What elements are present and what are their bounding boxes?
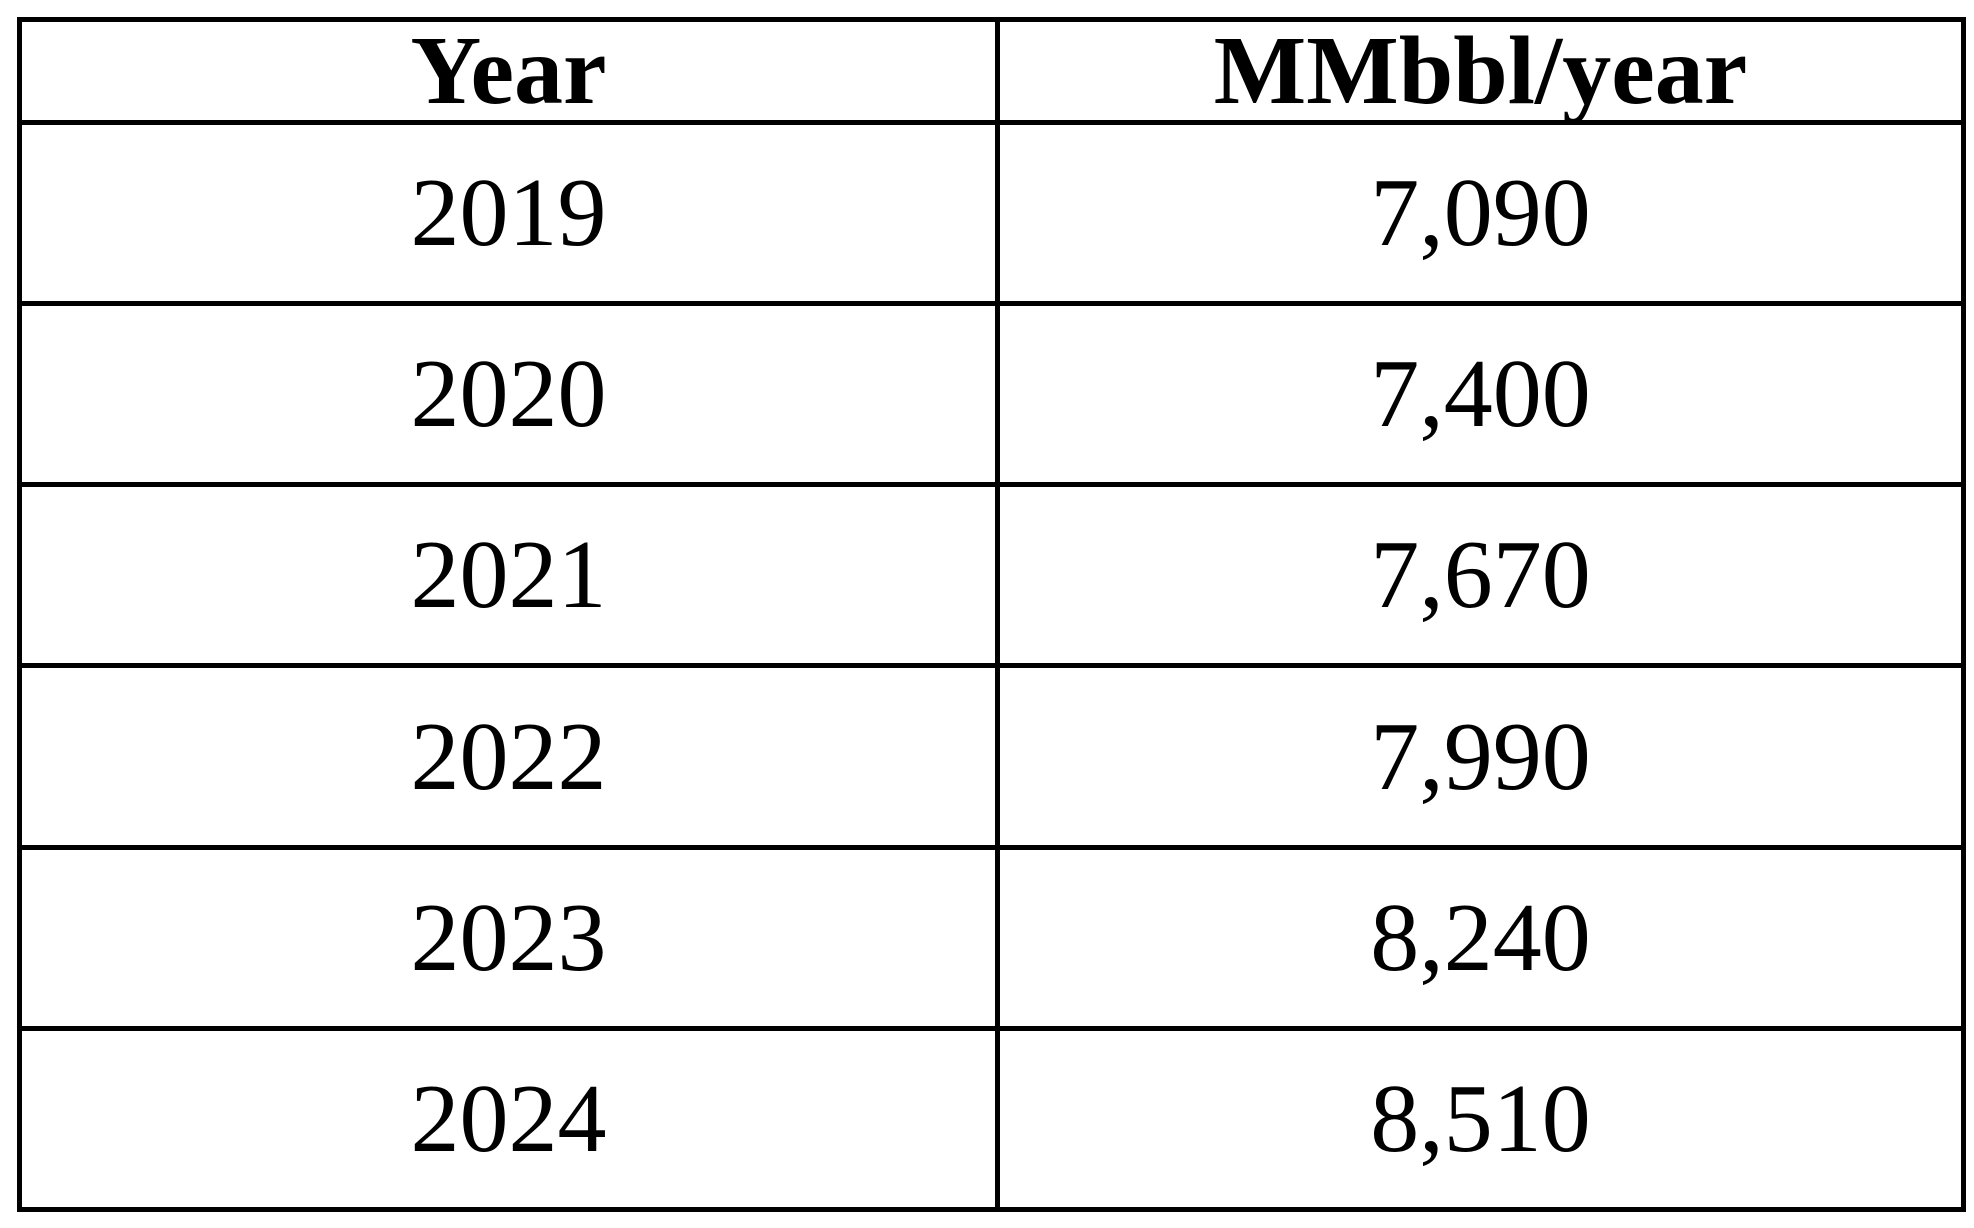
- cell-value: 7,090: [995, 119, 1966, 307]
- cell-year: 2022: [17, 663, 1000, 850]
- cell-value: 7,400: [995, 301, 1966, 488]
- cell-year: 2023: [17, 844, 1000, 1031]
- column-header-value: MMbbl/year: [995, 17, 1966, 125]
- table-row: 2024 8,510: [17, 1025, 1966, 1213]
- cell-year: 2024: [17, 1025, 1000, 1213]
- data-table: Year MMbbl/year 2019 7,090 2020 7,400 2021 7,…: [17, 17, 1966, 1213]
- cell-value: 8,240: [995, 844, 1966, 1031]
- header-row: Year MMbbl/year: [17, 17, 1966, 125]
- cell-value: 7,670: [995, 482, 1966, 669]
- cell-year: 2020: [17, 301, 1000, 488]
- cell-value: 8,510: [995, 1025, 1966, 1213]
- table-row: 2019 7,090: [17, 119, 1966, 307]
- table-body: 2019 7,090 2020 7,400 2021 7,670 2022 7,990 2023…: [17, 119, 1966, 1213]
- table-header: Year MMbbl/year: [17, 17, 1966, 125]
- data-table-container: Year MMbbl/year 2019 7,090 2020 7,400 2021 7,…: [17, 17, 1966, 1213]
- cell-value: 7,990: [995, 663, 1966, 850]
- table-row: 2021 7,670: [17, 482, 1966, 669]
- cell-year: 2021: [17, 482, 1000, 669]
- table-row: 2022 7,990: [17, 663, 1966, 850]
- column-header-year: Year: [17, 17, 1000, 125]
- table-row: 2023 8,240: [17, 844, 1966, 1031]
- table-row: 2020 7,400: [17, 301, 1966, 488]
- cell-year: 2019: [17, 119, 1000, 307]
